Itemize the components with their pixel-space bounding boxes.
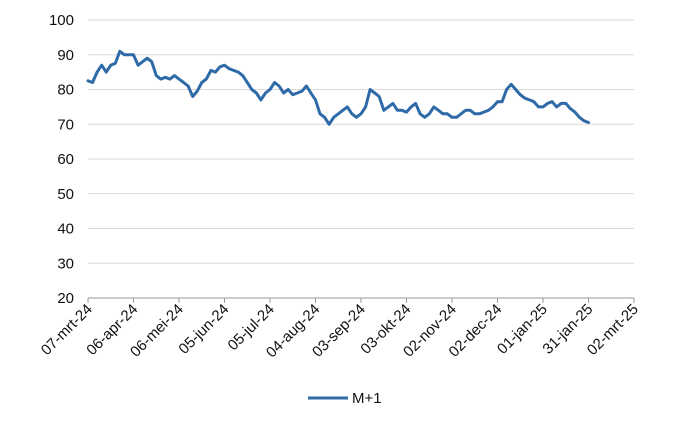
x-axis-tick-labels: 07-mrt-2406-apr-2406-mei-2405-jun-2405-j… bbox=[38, 301, 642, 361]
series-line-m1 bbox=[86, 49, 590, 126]
x-axis-tick-marks bbox=[87, 298, 635, 303]
y-tick-label: 60 bbox=[57, 151, 74, 168]
y-tick-label: 20 bbox=[57, 290, 74, 307]
x-tick-label: 05-jun-24 bbox=[175, 301, 232, 358]
y-tick-label: 80 bbox=[57, 82, 74, 99]
y-axis-tick-labels: 20 30 40 50 60 70 80 90 100 bbox=[49, 12, 74, 307]
y-tick-label: 90 bbox=[57, 47, 74, 64]
y-tick-label: 50 bbox=[57, 186, 74, 203]
y-tick-label: 70 bbox=[57, 116, 74, 133]
series-layer bbox=[86, 49, 590, 126]
grid-lines bbox=[88, 19, 634, 264]
y-tick-label: 40 bbox=[57, 221, 74, 238]
y-tick-label: 100 bbox=[49, 12, 74, 29]
legend-label-m1: M+1 bbox=[352, 390, 382, 407]
legend: M+1 bbox=[308, 390, 382, 407]
y-tick-label: 30 bbox=[57, 255, 74, 272]
